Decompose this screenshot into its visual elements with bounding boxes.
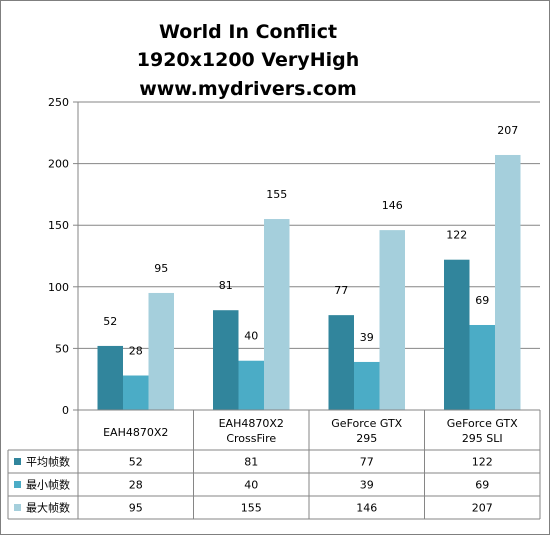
y-tick-label: 200: [48, 158, 69, 171]
category-label: GeForce GTX: [447, 417, 518, 430]
data-label: 39: [360, 331, 374, 344]
bar: [97, 345, 123, 410]
bar: [264, 219, 290, 410]
y-tick-label: 0: [62, 404, 69, 417]
bar: [379, 230, 405, 410]
data-label: 95: [154, 262, 168, 275]
table-cell: 122: [472, 456, 493, 469]
data-label: 81: [219, 279, 233, 292]
chart-title-line-1: World In Conflict: [159, 21, 337, 43]
bar: [213, 310, 239, 410]
table-cell: 77: [360, 456, 374, 469]
y-tick-label: 50: [55, 342, 69, 355]
data-label: 69: [475, 294, 489, 307]
table-cell: 39: [360, 479, 374, 492]
legend-label: 最小帧数: [26, 478, 70, 492]
table-cell: 95: [129, 502, 143, 515]
data-table: EAH4870X2 EAH4870X2 CrossFire GeForce GTX 29…: [7, 409, 541, 520]
legend-key: [14, 481, 21, 488]
data-label: 146: [382, 199, 403, 212]
data-label: 40: [244, 330, 258, 343]
data-label: 52: [103, 315, 117, 328]
bar: [123, 375, 149, 410]
legend-key: [14, 458, 21, 465]
data-label: 28: [129, 345, 143, 358]
table-cell: 40: [244, 479, 258, 492]
data-labels: 52 28 95 81 40 155 77 39 146 122 69 207: [103, 124, 518, 358]
table-cell: 207: [472, 502, 493, 515]
table-cell: 146: [356, 502, 377, 515]
legend-key: [14, 504, 21, 511]
y-tick-label: 250: [48, 96, 69, 109]
data-label: 77: [334, 284, 348, 297]
bar: [148, 292, 174, 410]
category-label: 295: [356, 432, 377, 445]
category-label: CrossFire: [226, 432, 276, 445]
data-label: 207: [497, 124, 518, 137]
category-label: 295 SLI: [462, 432, 503, 445]
category-label: EAH4870X2: [219, 417, 284, 430]
bar: [238, 360, 264, 410]
table-cell: 155: [241, 502, 262, 515]
category-label: GeForce GTX: [331, 417, 402, 430]
data-label: 155: [266, 188, 287, 201]
legend-label: 平均帧数: [26, 455, 70, 469]
chart-title-line-2: 1920x1200 VeryHigh: [137, 49, 359, 71]
table-cell: 52: [129, 456, 143, 469]
y-tick-label: 100: [48, 281, 69, 294]
legend-label: 最大帧数: [26, 501, 70, 515]
bar: [469, 324, 495, 410]
table-cell: 69: [475, 479, 489, 492]
data-label: 122: [446, 229, 467, 242]
y-tick-label: 150: [48, 219, 69, 232]
chart-title-line-3: www.mydrivers.com: [139, 78, 357, 100]
table-cell: 81: [244, 456, 258, 469]
bar: [354, 361, 380, 410]
table-cell: 28: [129, 479, 143, 492]
bar: [328, 315, 354, 410]
bar: [444, 259, 470, 410]
category-label: EAH4870X2: [103, 426, 168, 439]
bars: [97, 154, 521, 410]
bar: [495, 154, 521, 410]
y-axis: 0 50 100 150 200 250: [48, 96, 79, 417]
